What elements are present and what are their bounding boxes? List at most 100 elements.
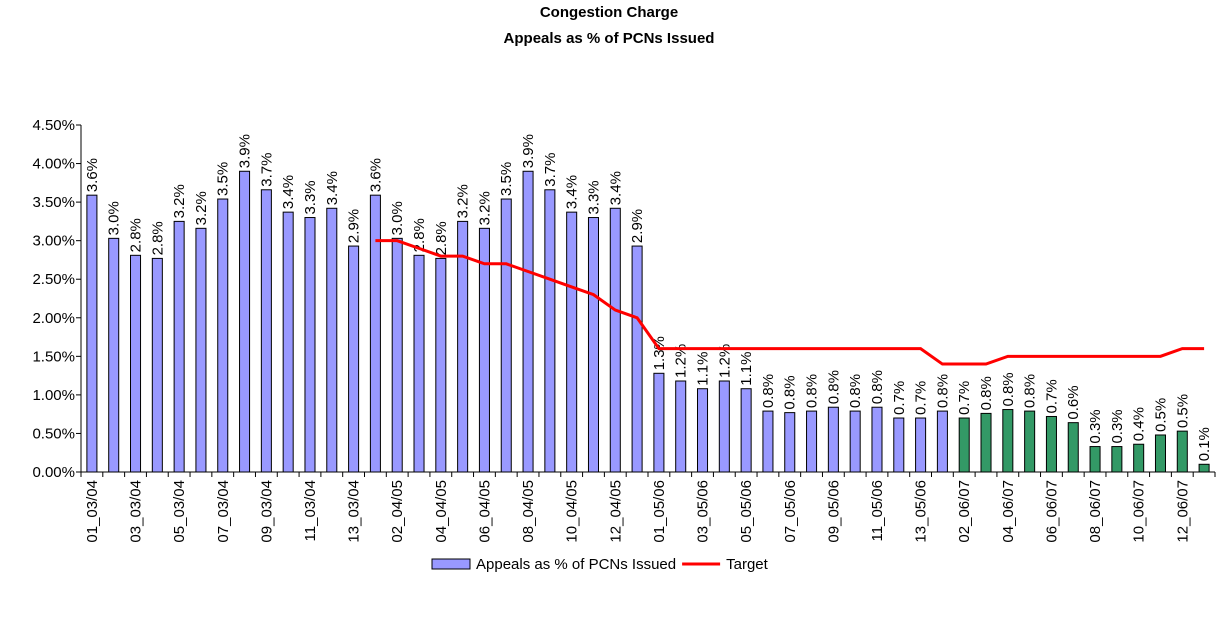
x-tick-label: 04_04/05 [433,480,450,543]
x-tick-label: 07_03/04 [215,480,232,543]
data-label: 0.8% [978,376,995,410]
data-label: 0.7% [956,381,973,415]
data-label: 3.2% [171,184,188,218]
bar [697,388,709,473]
legend-swatch [431,558,471,570]
x-tick-label: 04_06/07 [1000,480,1017,543]
bar [631,245,643,473]
data-label: 3.0% [389,201,406,235]
data-label: 0.8% [847,374,864,408]
bar [1045,415,1057,473]
x-tick-label: 01_03/04 [84,480,101,543]
bar [391,237,403,473]
y-tick-label: 2.50% [32,271,75,288]
x-tick-label: 08_04/05 [520,480,537,543]
bar [915,417,927,473]
y-tick-label: 0.00% [32,464,75,481]
bar [304,217,316,473]
data-label: 3.4% [280,175,297,209]
x-tick-label: 06_06/07 [1043,480,1060,543]
data-label: 1.2% [716,344,733,378]
y-tick-label: 4.50% [32,117,75,134]
data-label: 0.8% [869,370,886,404]
data-label: 3.2% [476,191,493,225]
data-label: 3.3% [585,180,602,214]
bar [893,417,905,473]
bar [1002,409,1014,473]
data-label: 3.4% [564,175,581,209]
bar [806,410,818,473]
data-label: 1.1% [738,352,755,386]
x-tick-label: 09_05/06 [825,480,842,543]
bar [718,380,730,473]
data-label: 0.8% [804,374,821,408]
bar [1133,443,1145,473]
data-label: 0.5% [1174,394,1191,428]
data-label: 3.2% [455,184,472,218]
bar [1154,434,1166,473]
data-label: 0.8% [1000,372,1017,406]
data-label: 2.8% [149,221,166,255]
bar [413,254,425,473]
data-label: 0.7% [913,381,930,415]
bar [1111,446,1123,473]
data-label: 2.8% [128,218,145,252]
data-label: 3.7% [542,153,559,187]
x-tick-label: 12_04/05 [607,480,624,543]
data-label: 3.4% [607,171,624,205]
bar [936,410,948,473]
data-label: 3.6% [84,158,101,192]
data-label: 0.7% [1043,379,1060,413]
bar [827,406,839,473]
data-label: 2.8% [433,221,450,255]
x-tick-label: 10_06/07 [1131,480,1148,543]
data-label: 3.4% [324,171,341,205]
y-tick-label: 1.00% [32,387,75,404]
target-line [375,239,1205,366]
bar [435,257,447,473]
x-tick-label: 09_03/04 [258,480,275,543]
chart-title: Congestion Charge [540,4,678,21]
x-tick-label: 01_05/06 [651,480,668,543]
data-label: 3.6% [367,158,384,192]
x-tick-label: 13_05/06 [913,480,930,543]
x-tick-label: 10_04/05 [564,480,581,543]
data-label: 3.9% [520,134,537,168]
bar [653,372,665,473]
data-label: 2.9% [629,209,646,243]
bar [130,254,142,473]
legend-label: Appeals as % of PCNs Issued [476,556,676,573]
data-label: 1.1% [695,352,712,386]
data-label: 0.4% [1131,407,1148,441]
x-tick-label: 13_03/04 [346,480,363,543]
bar [1024,410,1036,473]
data-label: 3.2% [193,191,210,225]
bar [740,388,752,473]
data-label: 2.9% [346,209,363,243]
bar [282,211,294,473]
data-label: 2.8% [411,218,428,252]
bar [348,245,360,473]
chart-subtitle: Appeals as % of PCNs Issued [504,30,715,47]
bar [849,410,861,473]
data-label: 0.6% [1065,385,1082,419]
bar [675,380,687,473]
bar [195,227,207,473]
y-tick-label: 3.00% [32,233,75,250]
bar [871,406,883,473]
x-tick-label: 12_06/07 [1174,480,1191,543]
y-tick-label: 0.50% [32,425,75,442]
bar [500,198,512,473]
y-tick-label: 3.50% [32,194,75,211]
bar [173,220,185,473]
x-tick-label: 05_03/04 [171,480,188,543]
y-tick-label: 4.00% [32,156,75,173]
bar [108,237,120,473]
data-label: 3.5% [498,162,515,196]
x-tick-label: 11_05/06 [869,480,886,541]
bar [609,207,621,473]
x-tick-label: 03_03/04 [128,480,145,543]
data-label: 0.8% [934,374,951,408]
bar [369,194,381,473]
x-tick-label: 08_06/07 [1087,480,1104,543]
